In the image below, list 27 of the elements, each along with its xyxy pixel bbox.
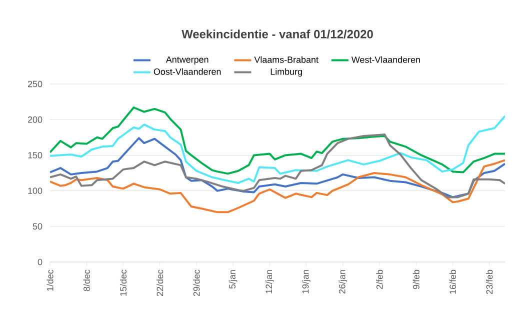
line-series	[50, 106, 506, 175]
x-tick-label: 5/jan	[228, 270, 238, 289]
x-tick-label: 12/jan	[265, 270, 274, 294]
legend-label: Limburg	[270, 68, 302, 77]
y-tick-label: 0	[38, 258, 42, 266]
y-tick-label: 50	[32, 223, 42, 230]
x-tick-label: 26/jan	[338, 270, 348, 294]
x-tick-label: 23/feb	[486, 270, 493, 294]
legend-label: Oost-Vlaanderen	[154, 68, 221, 75]
x-tick-label: 22/dec	[156, 270, 164, 296]
x-tick-label: 15/dec	[120, 270, 127, 296]
y-tick-label: 250	[28, 80, 42, 88]
y-tick-label: 100	[28, 188, 42, 194]
x-tick-label: 2/feb	[376, 270, 383, 289]
legend-label: West-Vlaanderen	[351, 56, 420, 63]
y-tick-label: 150	[28, 152, 42, 158]
legend-label: Antwerpen	[166, 56, 208, 64]
x-tick-label: 9/feb	[412, 270, 420, 290]
y-tick-label: 200	[28, 116, 42, 123]
x-tick-label: 19/jan	[302, 270, 310, 294]
x-tick-label: 8/dec	[83, 270, 90, 292]
x-tick-label: 16/feb	[449, 270, 456, 294]
x-tick-label: 29/dec	[193, 270, 200, 296]
line-series	[50, 115, 506, 184]
legend-label: Vlaams-Brabant	[254, 56, 318, 63]
x-tick-label: 1/dec	[46, 270, 54, 291]
chart-title: Weekincidentie - vanaf 01/12/2020	[182, 30, 373, 38]
